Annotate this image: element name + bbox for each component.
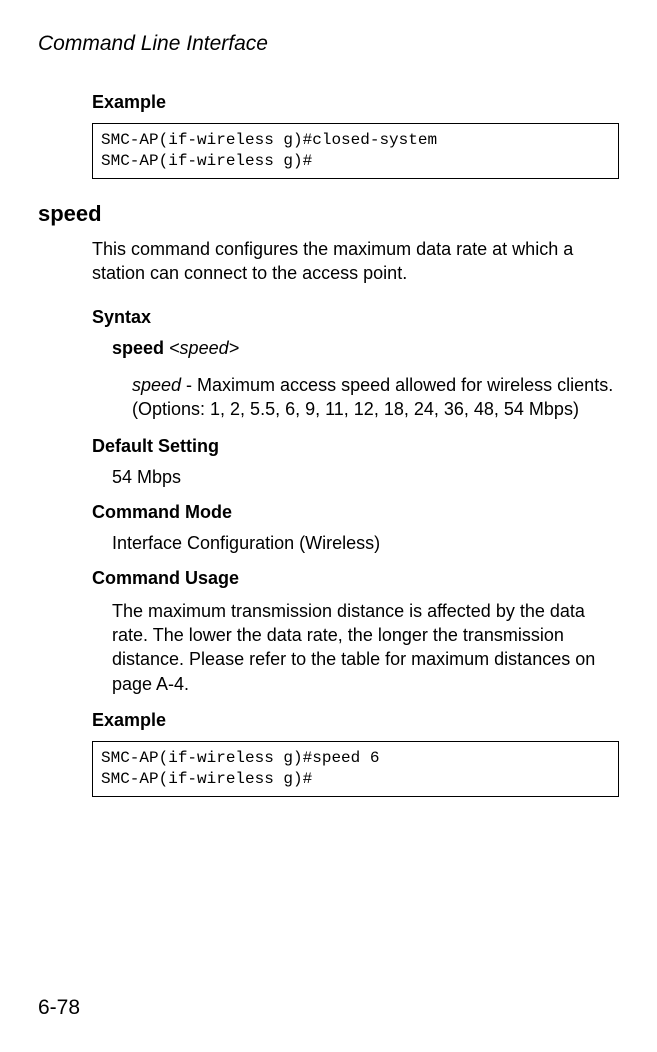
syntax-line: speed <speed>: [112, 338, 619, 359]
command-usage-value: The maximum transmission distance is aff…: [112, 599, 619, 696]
page-header: Command Line Interface: [38, 32, 619, 56]
default-setting-label: Default Setting: [92, 436, 619, 457]
command-mode-label: Command Mode: [92, 502, 619, 523]
code-example-1: SMC-AP(if-wireless g)#closed-system SMC-…: [92, 123, 619, 179]
syntax-keyword: speed: [112, 338, 164, 358]
code-example-2: SMC-AP(if-wireless g)#speed 6 SMC-AP(if-…: [92, 741, 619, 797]
command-name: speed: [38, 201, 619, 227]
param-desc-text: - Maximum access speed allowed for wirel…: [132, 375, 613, 419]
command-usage-label: Command Usage: [92, 568, 619, 589]
param-description: speed - Maximum access speed allowed for…: [132, 373, 619, 422]
syntax-param: <speed>: [169, 338, 239, 358]
default-setting-value: 54 Mbps: [112, 467, 619, 488]
example-label-2: Example: [92, 710, 619, 731]
page-number: 6-78: [38, 996, 80, 1020]
syntax-label: Syntax: [92, 307, 619, 328]
example-label-1: Example: [92, 92, 619, 113]
param-name: speed: [132, 375, 181, 395]
command-mode-value: Interface Configuration (Wireless): [112, 533, 619, 554]
command-description: This command configures the maximum data…: [92, 237, 619, 286]
